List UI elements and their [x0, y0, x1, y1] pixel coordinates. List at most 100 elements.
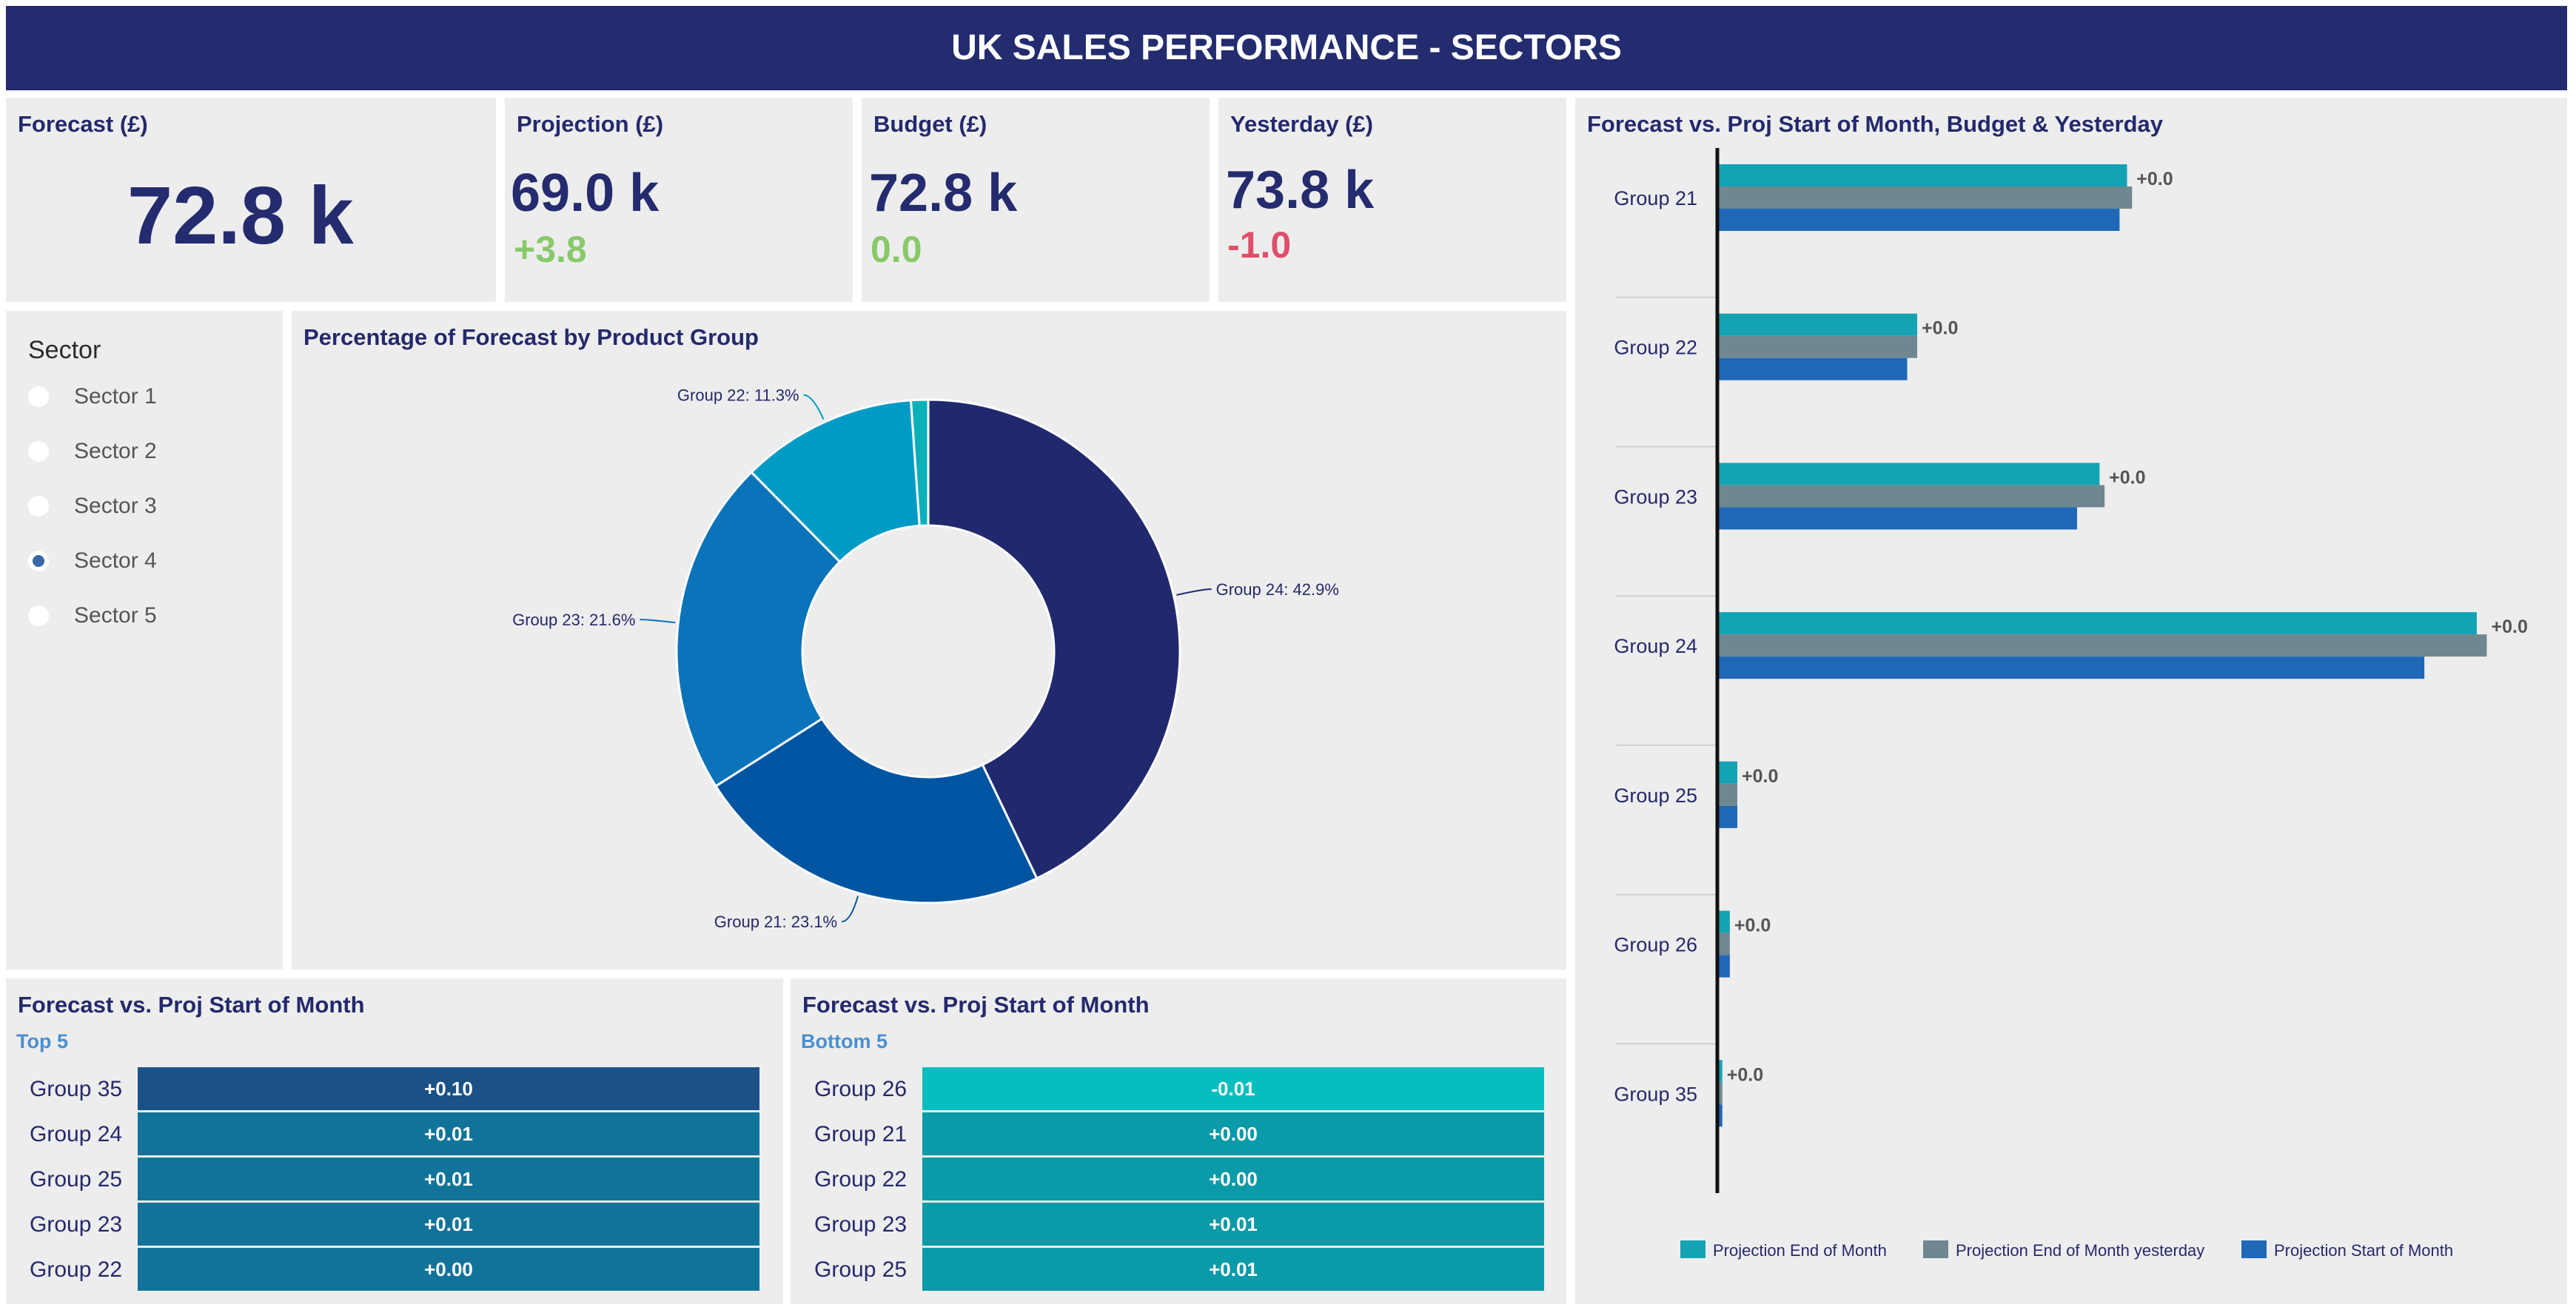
donut-label-leader	[803, 394, 825, 420]
bar-group-21-series-3[interactable]	[1717, 209, 2120, 231]
radio-button[interactable]	[28, 551, 49, 571]
row-value-cell: +0.00	[922, 1112, 1544, 1155]
radio-button[interactable]	[28, 386, 49, 407]
sector-option-label: Sector 5	[74, 603, 157, 628]
dashboard-title: UK SALES PERFORMANCE - SECTORS	[951, 28, 1622, 67]
bar-chart-panel: Forecast vs. Proj Start of Month, Budget…	[1575, 98, 2567, 1304]
sector-option-4[interactable]: Sector 4	[28, 546, 157, 576]
bar-group-24-series-2[interactable]	[1717, 634, 2487, 657]
row-value-cell: +0.01	[922, 1203, 1544, 1246]
bar-group-23-series-1[interactable]	[1717, 463, 2100, 486]
kpi-projection-value: 69.0 k	[511, 164, 660, 223]
donut-slice-group-23[interactable]	[675, 470, 842, 788]
sector-option-label: Sector 1	[74, 384, 157, 409]
bar-group-24-series-3[interactable]	[1717, 656, 2425, 679]
table-row: Group 25 +0.01	[6, 1158, 776, 1202]
donut-data-label: Group 24: 42.9%	[1216, 580, 1339, 599]
bar-data-label: +0.0	[1727, 1064, 1763, 1085]
kpi-projection-delta: +3.8	[514, 229, 587, 270]
bar-group-35-series-1[interactable]	[1717, 1060, 1723, 1083]
top5-table-title: Forecast vs. Proj Start of Month	[18, 992, 365, 1018]
donut-data-label: Group 21: 23.1%	[714, 913, 837, 931]
donut-slice-group-21[interactable]	[714, 717, 1039, 904]
kpi-yesterday-label: Yesterday (£)	[1230, 111, 1373, 137]
sector-option-2[interactable]: Sector 2	[28, 437, 157, 466]
bar-group-23-series-3[interactable]	[1717, 507, 2077, 530]
row-group-label: Group 25	[814, 1257, 908, 1282]
row-group-label: Group 23	[30, 1212, 123, 1237]
radio-button[interactable]	[28, 441, 49, 462]
row-group-label: Group 26	[814, 1077, 908, 1101]
legend-label: Projection Start of Month	[2274, 1241, 2453, 1260]
bar-data-label: +0.0	[1922, 318, 1958, 339]
donut-data-label: Group 23: 21.6%	[512, 611, 635, 629]
top5-table-panel: Forecast vs. Proj Start of Month Top 5 G…	[6, 978, 783, 1304]
sector-option-1[interactable]: Sector 1	[28, 382, 157, 412]
donut-slice-group-24[interactable]	[927, 398, 1181, 880]
category-label: Group 23	[1614, 486, 1697, 508]
row-group-label: Group 23	[814, 1212, 908, 1237]
bar-data-label: +0.0	[2109, 467, 2145, 488]
bar-group-22-series-2[interactable]	[1717, 335, 1917, 358]
table-row: Group 23 +0.01	[791, 1203, 1560, 1247]
top5-table-subtitle: Top 5	[16, 1030, 68, 1052]
bar-group-35-series-2[interactable]	[1717, 1082, 1723, 1105]
bar-group-23-series-2[interactable]	[1717, 485, 2105, 508]
donut-label-leader	[841, 896, 859, 923]
bar-group-25-series-3[interactable]	[1717, 805, 1737, 828]
bar-group-21-series-2[interactable]	[1717, 187, 2133, 209]
kpi-budget-delta: 0.0	[871, 229, 922, 270]
table-row: Group 22 +0.00	[791, 1158, 1560, 1202]
row-value-cell: +0.01	[138, 1203, 759, 1246]
donut-chart-title: Percentage of Forecast by Product Group	[303, 324, 759, 350]
bar-group-35-series-3[interactable]	[1717, 1104, 1723, 1127]
dashboard-header: UK SALES PERFORMANCE - SECTORS	[6, 6, 2567, 90]
bar-data-label: +0.0	[1734, 916, 1771, 936]
legend-label: Projection End of Month yesterday	[1956, 1241, 2204, 1260]
bar-data-label: +0.0	[1742, 766, 1778, 787]
kpi-yesterday-panel: Yesterday (£) 73.8 k -1.0	[1218, 98, 1566, 302]
table-row: Group 22 +0.00	[6, 1248, 776, 1292]
bar-group-22-series-1[interactable]	[1717, 313, 1917, 336]
donut-slice-other[interactable]	[909, 398, 930, 528]
table-row: Group 35 +0.10	[6, 1067, 776, 1112]
bar-group-26-series-2[interactable]	[1717, 933, 1730, 955]
bar-group-26-series-1[interactable]	[1717, 910, 1730, 933]
radio-button[interactable]	[28, 496, 49, 517]
row-group-label: Group 22	[30, 1257, 123, 1282]
bottom5-table-title: Forecast vs. Proj Start of Month	[802, 992, 1150, 1018]
table-row: Group 24 +0.01	[6, 1112, 776, 1157]
kpi-forecast-panel: Forecast (£) 72.8 k	[6, 98, 496, 302]
sector-option-label: Sector 4	[74, 548, 157, 573]
bar-group-25-series-1[interactable]	[1717, 761, 1737, 784]
sector-filter-title: Sector	[28, 336, 101, 364]
kpi-forecast-label: Forecast (£)	[18, 111, 148, 137]
kpi-budget-label: Budget (£)	[873, 111, 987, 137]
donut-chart: Group 24: 42.9% Group 21: 23.1% Group 23: …	[512, 386, 1339, 932]
row-group-label: Group 25	[30, 1167, 123, 1192]
row-value-cell: +0.01	[922, 1248, 1544, 1291]
bar-group-24-series-1[interactable]	[1717, 612, 2477, 635]
category-label: Group 21	[1614, 187, 1697, 209]
legend-label: Projection End of Month	[1713, 1241, 1887, 1260]
bar-group-25-series-2[interactable]	[1717, 783, 1737, 806]
donut-label-leader	[640, 619, 676, 624]
sector-option-3[interactable]: Sector 3	[28, 491, 157, 521]
bar-group-22-series-3[interactable]	[1717, 357, 1908, 380]
row-value-cell: +0.00	[138, 1248, 759, 1291]
kpi-yesterday-value: 73.8 k	[1226, 161, 1375, 220]
bar-chart-title: Forecast vs. Proj Start of Month, Budget…	[1587, 111, 2164, 137]
category-label: Group 26	[1614, 934, 1697, 956]
bar-chart: Group 21 +0.0 Group 22 +0.0 Group 23 +0.0 Grou…	[1614, 148, 2528, 1260]
bar-group-21-series-1[interactable]	[1717, 164, 2127, 187]
sector-option-label: Sector 2	[74, 439, 157, 463]
category-label: Group 35	[1614, 1083, 1697, 1105]
legend-swatch	[2241, 1240, 2267, 1258]
bar-group-26-series-3[interactable]	[1717, 955, 1730, 978]
row-value-cell: -0.01	[922, 1067, 1544, 1110]
radio-button[interactable]	[28, 605, 49, 626]
table-row: Group 26 -0.01	[791, 1067, 1560, 1112]
row-group-label: Group 24	[30, 1122, 123, 1146]
sector-option-5[interactable]: Sector 5	[28, 601, 157, 631]
row-value-cell: +0.01	[138, 1112, 759, 1155]
